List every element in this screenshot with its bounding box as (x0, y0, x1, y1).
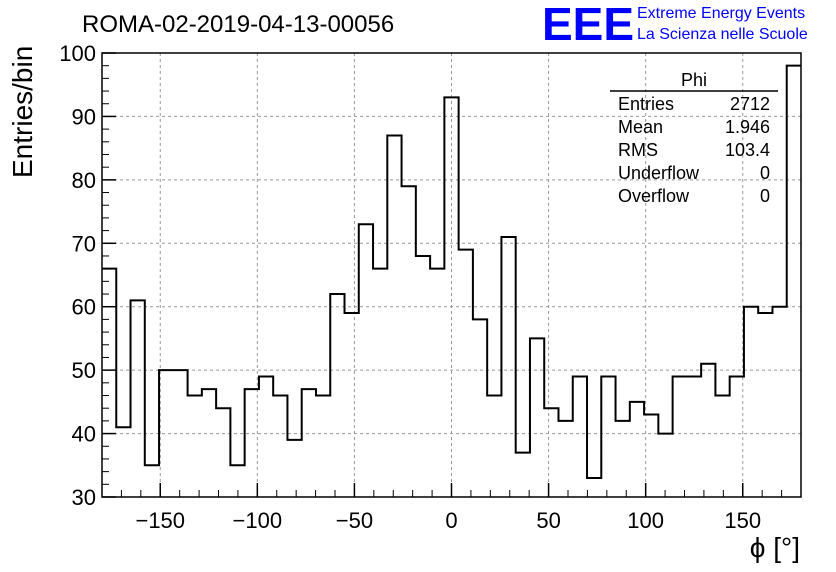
stats-title: Phi (681, 70, 707, 90)
histogram-bin (701, 364, 715, 497)
histogram-bin (787, 66, 801, 497)
histogram-bin (501, 237, 515, 497)
chart-title: ROMA-02-2019-04-13-00056 (82, 11, 394, 38)
stats-row-label: RMS (618, 140, 658, 160)
histogram-bin (273, 396, 287, 497)
histogram-bin (630, 402, 644, 497)
stats-rows: Entries 2712 Mean 1.946 RMS 103.4 Underflow 0 Ov… (618, 94, 770, 206)
histogram-bin (416, 256, 430, 497)
histogram-bin (345, 313, 359, 497)
stats-row-label: Mean (618, 117, 663, 137)
x-tick-label: 50 (536, 508, 560, 533)
y-tick-label: 80 (72, 168, 96, 193)
y-tick-label: 30 (72, 485, 96, 510)
histogram-bin (616, 421, 630, 497)
histogram-bin (730, 376, 744, 497)
histogram-bin (530, 338, 544, 497)
histogram-bin (116, 427, 130, 497)
y-tick-label: 60 (72, 295, 96, 320)
histogram-bin (330, 294, 344, 497)
histogram-bin (758, 313, 772, 497)
histogram-bin (202, 389, 216, 497)
histogram-bin (287, 440, 301, 497)
logo-line-2: La Scienza nelle Scuole (637, 26, 808, 43)
x-tick-label: −150 (135, 508, 185, 533)
stats-row-label: Overflow (618, 186, 690, 206)
histogram-bin (316, 396, 330, 497)
histogram-bin (459, 250, 473, 497)
axis-ticks (102, 52, 783, 498)
stats-box: Phi Entries 2712 Mean 1.946 RMS 103.4 Underflo… (610, 70, 778, 206)
histogram-bin (715, 396, 729, 497)
histogram-bin (302, 389, 316, 497)
y-tick-label: 100 (59, 41, 96, 66)
x-tick-label: −100 (233, 508, 283, 533)
histogram-bin (601, 376, 615, 497)
histogram-bin (772, 307, 786, 497)
histogram-bin (573, 376, 587, 497)
histogram-bin (558, 421, 572, 497)
tick-labels: −150 −100 −50 0 50 100 150 30 40 50 60 70 80 90 100 (59, 41, 761, 533)
stats-row-label: Underflow (618, 163, 700, 183)
histogram-bin (245, 389, 259, 497)
histogram-bin (216, 408, 230, 497)
y-tick-label: 40 (72, 422, 96, 447)
histogram-bin (373, 269, 387, 497)
logo-line-1: Extreme Energy Events (637, 5, 805, 22)
histogram-bin (516, 453, 530, 497)
histogram-bin (744, 307, 758, 497)
histogram-outline (102, 64, 801, 479)
x-axis-label: ϕ [°] (750, 532, 800, 563)
histogram-bin (188, 396, 202, 497)
histogram-bin (131, 300, 145, 497)
eee-logo: EEE Extreme Energy Events La Scienza nel… (542, 0, 808, 50)
stats-row-value: 1.946 (725, 117, 770, 137)
x-tick-label: 0 (445, 508, 457, 533)
histogram-bin (430, 269, 444, 497)
histogram-bin (359, 224, 373, 497)
histogram-bin (587, 478, 601, 497)
stats-row-value: 103.4 (725, 140, 770, 160)
histogram-bin (387, 135, 401, 497)
histogram-bin (259, 376, 273, 497)
plot-frame (101, 52, 802, 498)
x-tick-label: 100 (627, 508, 664, 533)
histogram-series (102, 64, 801, 497)
y-axis-label: Entries/bin (7, 46, 38, 178)
histogram-bin (145, 465, 159, 497)
x-tick-label: 150 (724, 508, 761, 533)
stats-row-value: 0 (760, 163, 770, 183)
histogram-bin (173, 370, 187, 497)
histogram-bin (687, 376, 701, 497)
y-tick-label: 90 (72, 104, 96, 129)
stats-row-value: 2712 (730, 94, 770, 114)
histogram-bin (159, 370, 173, 497)
logo-mark: EEE (542, 0, 634, 50)
histogram-bin (487, 396, 501, 497)
x-tick-label: −50 (336, 508, 373, 533)
y-tick-label: 50 (72, 358, 96, 383)
histogram-bin (544, 408, 558, 497)
histogram-bin (673, 376, 687, 497)
y-tick-label: 70 (72, 231, 96, 256)
stats-row-label: Entries (618, 94, 674, 114)
histogram-bin (402, 186, 416, 497)
histogram-bin (473, 319, 487, 497)
stats-row-value: 0 (760, 186, 770, 206)
histogram-bin (658, 434, 672, 497)
histogram-bin (444, 97, 458, 497)
